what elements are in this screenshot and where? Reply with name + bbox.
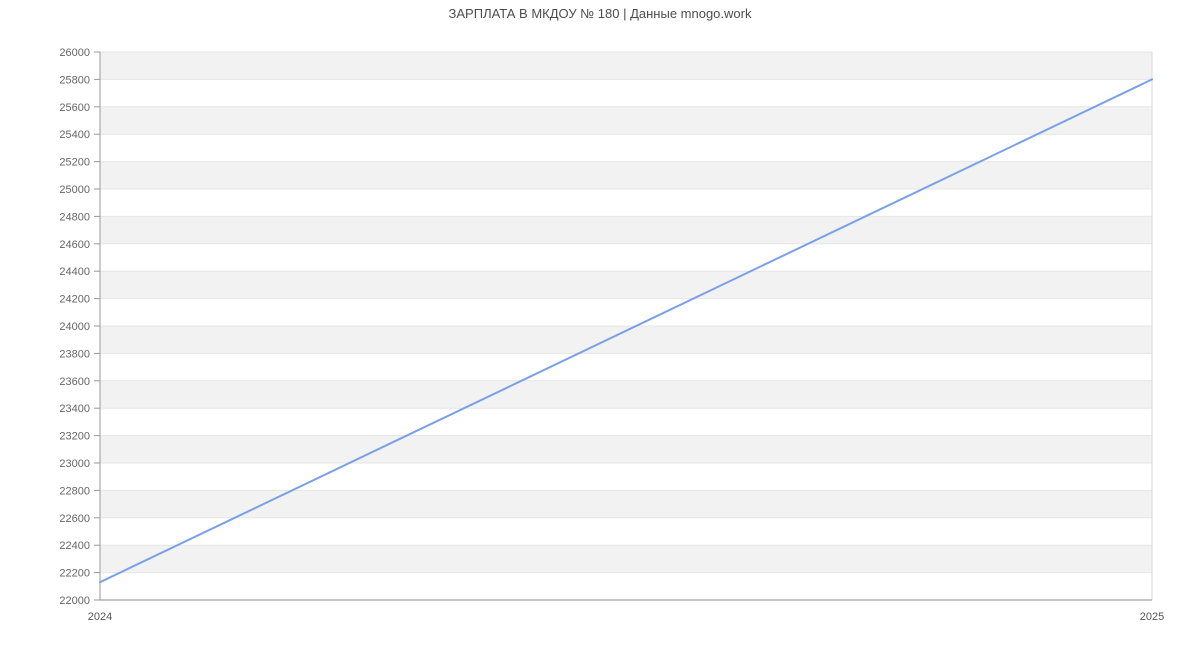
plot-band — [100, 271, 1152, 299]
plot-band — [100, 380, 1152, 409]
plot-band — [100, 106, 1152, 135]
y-tick-label: 23600 — [59, 376, 90, 388]
y-tick-label: 22400 — [59, 540, 90, 552]
x-tick-label: 2024 — [88, 611, 112, 623]
y-tick-label: 25800 — [59, 74, 90, 86]
plot-band — [100, 216, 1152, 244]
y-tick-label: 22800 — [59, 485, 90, 497]
y-tick-label: 22200 — [59, 568, 90, 580]
chart-title: ЗАРПЛАТА В МКДОУ № 180 | Данные mnogo.wo… — [448, 6, 752, 21]
y-tick-label: 26000 — [59, 47, 90, 59]
y-tick-label: 24400 — [59, 266, 90, 278]
y-tick-label: 24200 — [59, 294, 90, 306]
y-tick-label: 25400 — [59, 129, 90, 141]
x-tick-label: 2025 — [1140, 611, 1164, 623]
salary-series-line — [99, 78, 1153, 584]
y-tick-label: 24800 — [59, 211, 90, 223]
y-tick-label: 22600 — [59, 513, 90, 525]
y-tick-label: 24000 — [59, 321, 90, 333]
y-tick-label: 24600 — [59, 239, 90, 251]
plot-band — [100, 52, 1152, 80]
y-tick-label: 22000 — [59, 595, 90, 607]
plot-band — [100, 435, 1152, 463]
y-tick-label: 25200 — [59, 157, 90, 169]
y-tick-label: 23400 — [59, 403, 90, 415]
y-tick-label: 25600 — [59, 102, 90, 114]
plot-band — [100, 161, 1152, 189]
y-tick-label: 23000 — [59, 458, 90, 470]
y-tick-label: 25000 — [59, 184, 90, 196]
plot-band — [100, 490, 1152, 518]
plot-band — [100, 545, 1152, 573]
y-tick-label: 23200 — [59, 431, 90, 443]
y-tick-label: 23800 — [59, 348, 90, 360]
